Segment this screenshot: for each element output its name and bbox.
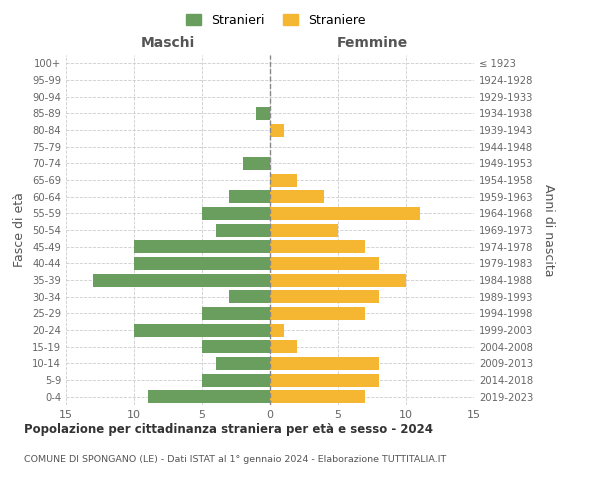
Bar (202, 374, 270, 386)
Bar (270, 257, 379, 270)
Bar (270, 357, 379, 370)
Bar (270, 374, 379, 386)
Bar (202, 340, 270, 353)
Bar (270, 324, 284, 336)
Bar (243, 157, 270, 170)
Bar (270, 224, 338, 236)
Bar (270, 390, 365, 403)
Bar (202, 207, 270, 220)
Bar (270, 207, 419, 220)
Bar (134, 324, 270, 336)
Text: COMUNE DI SPONGANO (LE) - Dati ISTAT al 1° gennaio 2024 - Elaborazione TUTTITALI: COMUNE DI SPONGANO (LE) - Dati ISTAT al … (24, 455, 446, 464)
Bar (270, 290, 379, 303)
Y-axis label: Anni di nascita: Anni di nascita (542, 184, 554, 276)
Text: Maschi: Maschi (141, 36, 195, 50)
Bar (270, 240, 365, 253)
Bar (148, 390, 270, 403)
Text: Popolazione per cittadinanza straniera per età e sesso - 2024: Popolazione per cittadinanza straniera p… (24, 422, 433, 436)
Bar (270, 274, 406, 286)
Bar (134, 257, 270, 270)
Bar (229, 190, 270, 203)
Bar (93, 274, 270, 286)
Legend: Stranieri, Straniere: Stranieri, Straniere (181, 8, 371, 32)
Bar (270, 307, 365, 320)
Bar (215, 224, 270, 236)
Bar (270, 124, 284, 136)
Text: Femmine: Femmine (337, 36, 407, 50)
Bar (270, 190, 325, 203)
Bar (270, 174, 297, 186)
Bar (229, 290, 270, 303)
Bar (134, 240, 270, 253)
Bar (202, 307, 270, 320)
Bar (256, 107, 270, 120)
Bar (270, 340, 297, 353)
Y-axis label: Fasce di età: Fasce di età (13, 192, 26, 268)
Bar (215, 357, 270, 370)
